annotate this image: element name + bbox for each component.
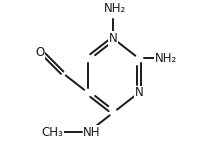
Text: N: N [135,86,143,99]
Text: O: O [35,46,45,59]
Text: CH₃: CH₃ [41,126,63,139]
Text: NH₂: NH₂ [155,52,177,65]
Text: NH: NH [83,126,101,139]
Text: N: N [109,32,118,45]
Text: NH₂: NH₂ [104,2,126,15]
